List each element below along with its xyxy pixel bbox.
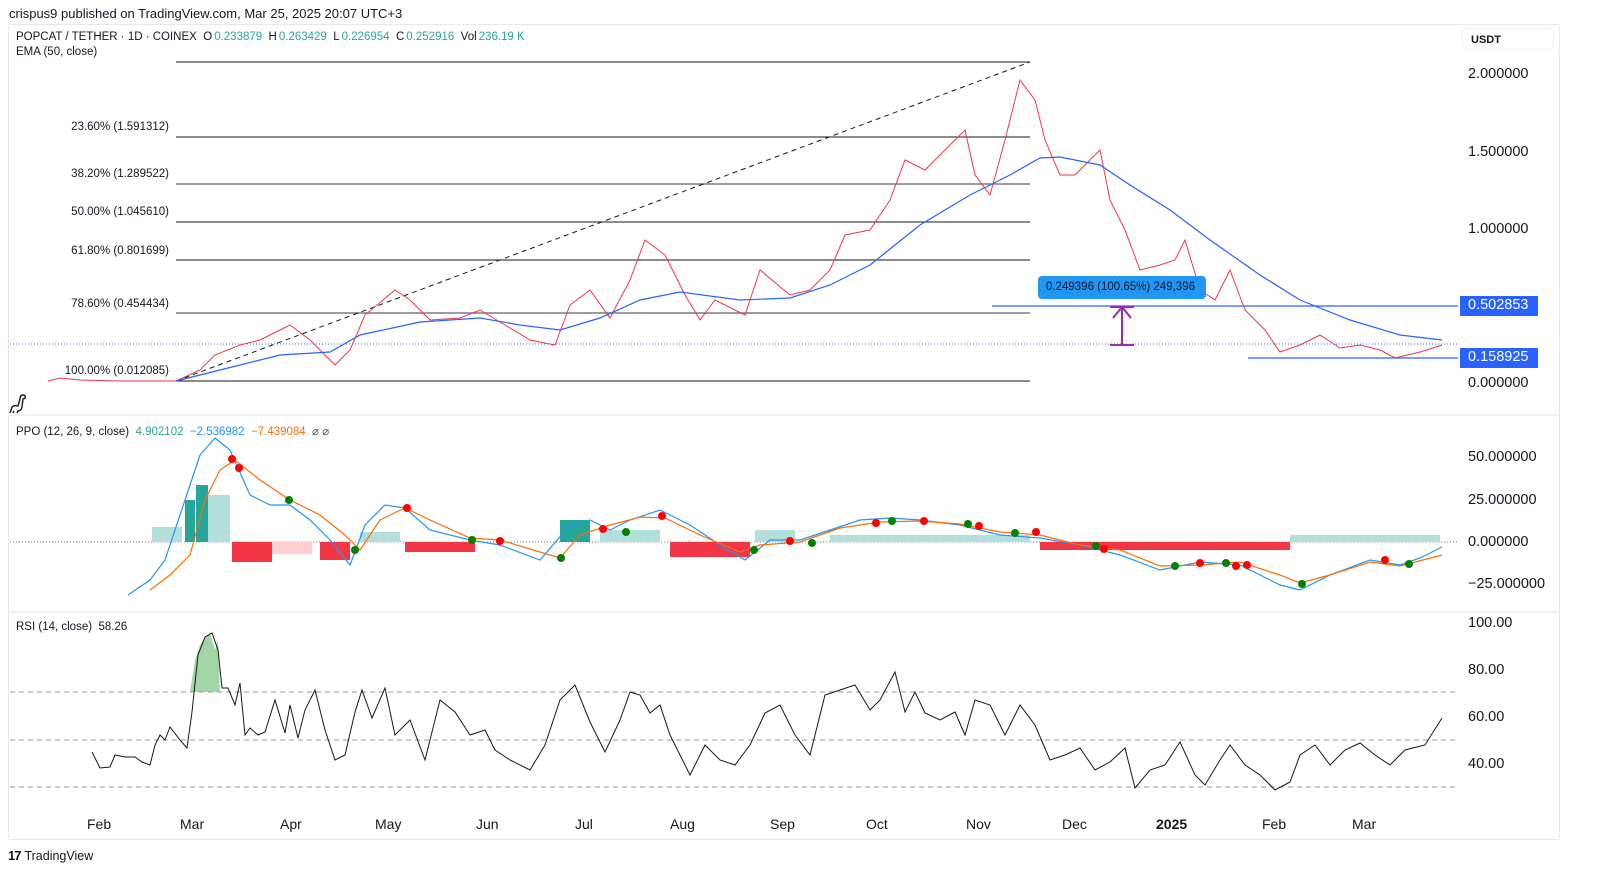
- rsi-legend: RSI (14, close) 58.26: [16, 621, 127, 633]
- rsi-line: [91, 632, 1443, 791]
- time-tick: Mar: [180, 816, 205, 832]
- tradingview-brand[interactable]: 17 TradingView: [8, 848, 93, 863]
- ppo-tick: 50.000000: [1468, 449, 1537, 465]
- time-tick: Sep: [770, 816, 795, 832]
- fib-label-38: 38.20% (1.289522): [71, 168, 169, 180]
- ppo-extra-2: ⌀: [322, 426, 330, 438]
- rsi-tick: 40.00: [1468, 756, 1505, 772]
- symbol-legend: POPCAT / TETHER · 1D · COINEX O 0.233879 …: [16, 31, 525, 43]
- rsi-label: RSI (14, close): [16, 621, 93, 633]
- ppo-histogram: [152, 485, 1440, 562]
- fib-trend-line[interactable]: [175, 61, 1031, 382]
- resistance-price-tag: 0.502853: [1460, 296, 1538, 316]
- price-tick: 1.500000: [1468, 144, 1529, 160]
- price-tick: 0.000000: [1468, 375, 1529, 391]
- time-tick: Jun: [476, 816, 499, 832]
- ema-line: [175, 156, 1443, 382]
- time-tick: Feb: [87, 816, 112, 832]
- fib-label-100: 100.00% (0.012085): [64, 365, 169, 377]
- ppo-line: [127, 437, 1443, 596]
- ppo-legend: PPO (12, 26, 9, close) 4.902102 −2.53698…: [16, 424, 329, 438]
- fib-label-50: 50.00% (1.045610): [71, 206, 169, 218]
- time-tick-year: 2025: [1156, 816, 1188, 832]
- symbol-title: POPCAT / TETHER · 1D · COINEX: [16, 31, 197, 43]
- fib-retracement[interactable]: [176, 61, 1030, 382]
- ppo-extra-1: ⌀: [312, 426, 319, 438]
- close-value: 0.252916: [406, 31, 455, 43]
- ppo-signal-value: −7.439084: [250, 426, 306, 438]
- time-tick: Apr: [280, 816, 302, 832]
- ppo-cross-markers: [228, 455, 1413, 588]
- time-tick: May: [375, 816, 402, 832]
- price-tick: 1.000000: [1468, 221, 1529, 237]
- time-tick: Jul: [575, 816, 593, 832]
- support-price-tag: 0.158925: [1460, 348, 1538, 368]
- chart-frame: [8, 24, 1560, 840]
- ppo-hist-value: 4.902102: [135, 426, 184, 438]
- ema-label: EMA (50, close): [16, 46, 98, 58]
- measure-label[interactable]: 0.249396 (100.65%) 249,396: [1038, 276, 1206, 299]
- ppo-tick: −25.000000: [1468, 576, 1546, 592]
- price-tick: 2.000000: [1468, 66, 1529, 82]
- rsi-tick: 60.00: [1468, 709, 1505, 725]
- ppo-signal-line: [149, 459, 1443, 591]
- time-tick: Mar: [1352, 816, 1377, 832]
- ppo-tick: 0.000000: [1468, 534, 1529, 550]
- rsi-bands: [10, 691, 1458, 788]
- rsi-overbought-fill: [190, 633, 220, 692]
- time-tick: Aug: [670, 816, 695, 832]
- time-tick: Feb: [1262, 816, 1287, 832]
- time-tick: Dec: [1062, 816, 1087, 832]
- fib-label-23: 23.60% (1.591312): [71, 121, 169, 133]
- price-series: [47, 78, 1443, 382]
- rsi-value: 58.26: [98, 621, 128, 633]
- fib-label-61: 61.80% (0.801699): [71, 245, 169, 257]
- fib-label-78: 78.60% (0.454434): [71, 298, 169, 310]
- measure-arrow[interactable]: [1110, 305, 1134, 346]
- ema-legend: EMA (50, close): [16, 46, 97, 58]
- ppo-tick: 25.000000: [1468, 492, 1537, 508]
- open-value: 0.233879: [214, 31, 263, 43]
- rsi-tick: 100.00: [1468, 615, 1513, 631]
- brand-name: TradingView: [24, 848, 94, 863]
- rsi-tick: 80.00: [1468, 662, 1505, 678]
- volume-value: 236.19 K: [478, 31, 525, 43]
- tradingview-logo-icon: 17: [8, 848, 22, 863]
- time-tick: Oct: [866, 816, 888, 832]
- publisher-info: crispus9 published on TradingView.com, M…: [9, 6, 403, 21]
- high-value: 0.263429: [278, 31, 327, 43]
- ppo-label: PPO (12, 26, 9, close): [16, 426, 130, 438]
- time-tick: Nov: [966, 816, 991, 832]
- currency-selector[interactable]: USDT: [1462, 28, 1554, 50]
- ppo-value: −2.536982: [189, 426, 245, 438]
- low-value: 0.226954: [341, 31, 390, 43]
